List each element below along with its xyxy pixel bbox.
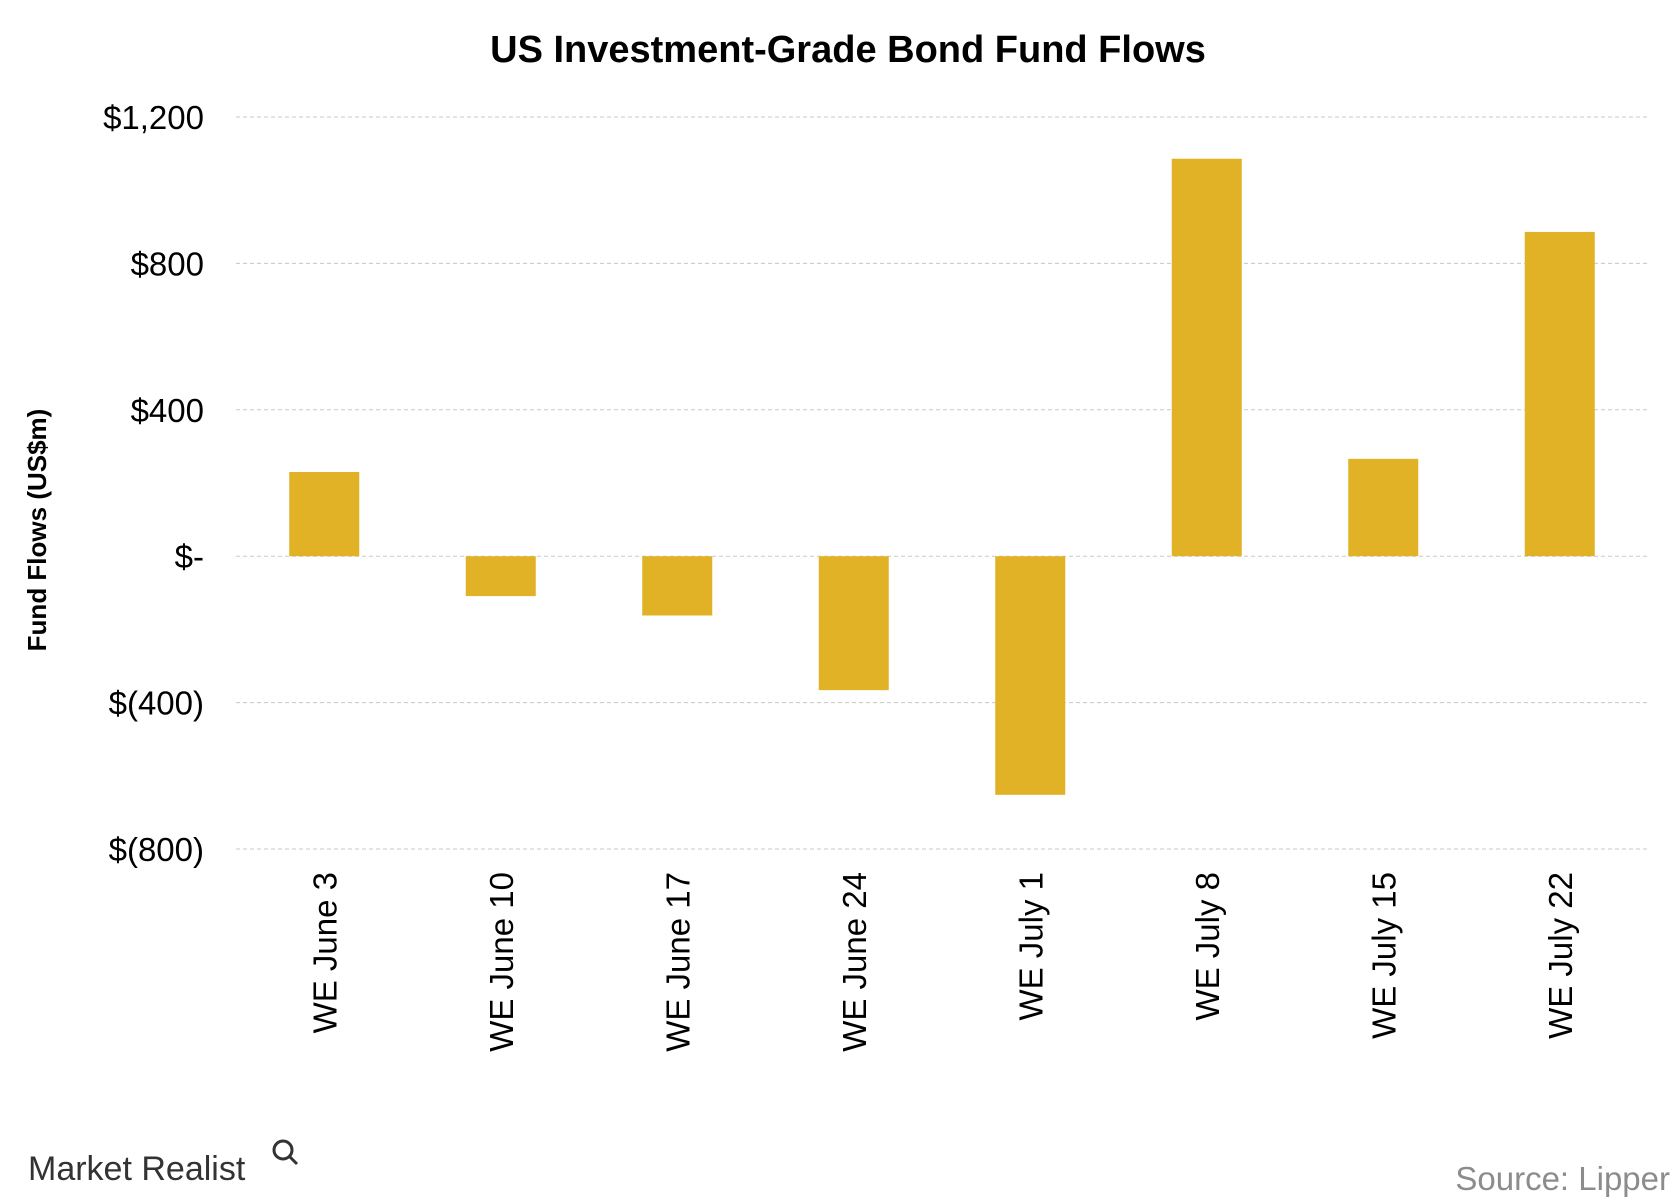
x-tick-label: WE June 3 — [306, 872, 343, 1033]
bar — [289, 472, 360, 557]
logo-text: Market Realist — [28, 1150, 246, 1188]
x-tick-label: WE July 1 — [1012, 872, 1049, 1021]
y-tick-label: $1,200 — [103, 99, 204, 136]
magnifier-handle — [288, 1155, 299, 1166]
bar — [465, 556, 536, 597]
chart-title: US Investment-Grade Bond Fund Flows — [490, 29, 1206, 71]
source-note: Source: Lipper — [1455, 1160, 1670, 1197]
y-tick-label: $800 — [131, 245, 204, 282]
x-tick-label: WE June 24 — [836, 872, 873, 1052]
x-tick-label: WE July 22 — [1542, 872, 1579, 1039]
bar — [1348, 458, 1419, 557]
bar — [1171, 158, 1242, 557]
y-tick-label: $(400) — [109, 685, 204, 722]
y-tick-label: $400 — [131, 392, 204, 429]
bar — [1524, 231, 1595, 557]
x-tick-label: WE June 17 — [659, 872, 696, 1052]
x-tick-label: WE July 8 — [1189, 872, 1226, 1021]
bar — [995, 556, 1066, 795]
bar — [642, 556, 713, 616]
y-tick-label: $(800) — [109, 831, 204, 868]
magnifier-icon — [272, 1139, 294, 1161]
y-axis-label: Fund Flows (US$m) — [22, 409, 52, 652]
x-tick-label: WE July 15 — [1365, 872, 1402, 1039]
bar — [818, 556, 889, 691]
market-realist-logo: Market Realist — [28, 1139, 299, 1188]
x-tick-label: WE June 10 — [483, 872, 520, 1052]
y-tick-label: $- — [175, 538, 204, 575]
